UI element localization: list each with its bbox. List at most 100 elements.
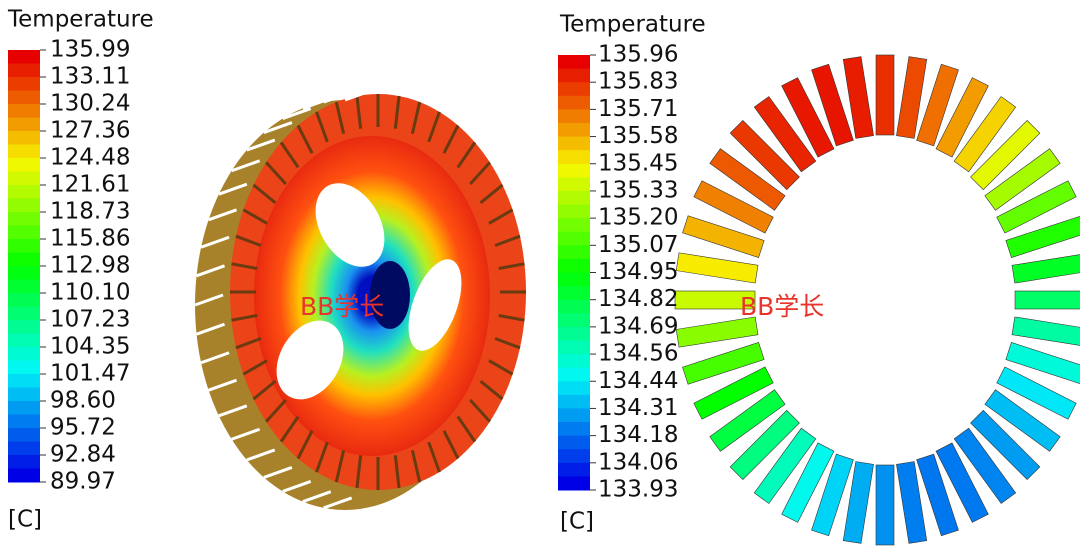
rotor-side-slot: [263, 466, 293, 479]
legend-label: 134.95: [598, 259, 678, 285]
legend-label: 134.82: [598, 286, 678, 312]
rotor-side-slot: [196, 322, 226, 336]
color-band: [558, 354, 590, 369]
stator-tooth: [935, 77, 989, 158]
color-band: [8, 468, 40, 483]
rotor-side-slot: [263, 121, 293, 134]
rotor-slot: [494, 337, 521, 350]
rotor-slot: [235, 234, 262, 247]
rotor-side-slot: [323, 496, 353, 510]
stator-tooth: [916, 63, 959, 147]
rotor-side-slot: [282, 480, 312, 493]
rotor-slot: [265, 399, 287, 423]
color-band: [8, 131, 40, 145]
stator-tooth: [953, 96, 1017, 173]
legend-label: 134.56: [598, 341, 678, 367]
rotor-slot: [488, 208, 514, 225]
legend-label: 101.47: [50, 361, 130, 387]
rotor-slot: [252, 183, 277, 204]
color-band: [8, 77, 40, 91]
color-band: [8, 158, 40, 172]
rotor-hole: [315, 183, 385, 267]
legend-label: 110.10: [50, 280, 130, 306]
color-band: [558, 122, 590, 138]
rotor-slot: [456, 141, 477, 169]
stator-tooth: [693, 180, 774, 234]
legend-label: 107.23: [50, 307, 130, 333]
rotor-side-slot: [208, 208, 238, 222]
rotor-side-slot: [323, 90, 353, 104]
stator-tooth: [970, 409, 1041, 481]
rotor-slot: [442, 124, 460, 154]
stator-tooth: [842, 56, 874, 139]
color-band: [558, 381, 590, 396]
stator-tooth: [916, 453, 959, 537]
rotor-side-slot: [231, 427, 261, 441]
color-band: [558, 95, 590, 110]
stator-tooth: [675, 252, 759, 284]
color-band: [558, 340, 590, 355]
color-band: [558, 462, 590, 477]
stator-tooth: [896, 461, 928, 544]
color-band: [8, 347, 40, 361]
color-band: [8, 198, 40, 213]
stator-tooth: [984, 148, 1061, 211]
rotor-side-slot: [282, 107, 312, 120]
rotor-side-slot: [218, 182, 248, 196]
legend-label: 133.11: [50, 64, 130, 90]
color-band: [558, 177, 590, 192]
rotor-slot: [296, 430, 314, 460]
legend-title: Temperature: [7, 7, 154, 33]
stator-tooth: [996, 366, 1077, 420]
rotor-slot: [498, 262, 525, 270]
rotor-slot: [427, 441, 441, 473]
color-band: [8, 63, 40, 78]
stator-tooth: [953, 427, 1017, 504]
stator-tooth: [709, 148, 786, 211]
rotor-slot: [315, 441, 329, 473]
color-band: [558, 55, 590, 70]
stator-tooth: [682, 215, 765, 258]
stator-tooth: [674, 290, 756, 310]
legend-label: 95.72: [50, 415, 116, 441]
color-band: [558, 136, 590, 151]
legend-label: 135.83: [598, 69, 678, 95]
stator-render: [674, 54, 1080, 546]
color-band: [8, 144, 40, 159]
color-band: [8, 50, 40, 64]
color-band: [558, 109, 590, 124]
color-band: [8, 279, 40, 294]
legend-label: 135.20: [598, 205, 678, 231]
legend-label: 127.36: [50, 118, 130, 144]
color-band: [558, 476, 590, 491]
color-band: [8, 455, 40, 469]
legend-label: 89.97: [50, 469, 116, 495]
stator-tooth: [753, 96, 817, 173]
stator-tooth: [693, 366, 774, 420]
rotor-side-slot: [194, 293, 224, 307]
rotor-slot: [488, 359, 514, 376]
rotor-slot: [315, 111, 329, 143]
rotor-slot: [393, 95, 401, 129]
legend-unit: [C]: [8, 507, 42, 533]
rotor-slot: [469, 161, 491, 185]
legend-label: 135.99: [50, 37, 130, 63]
color-band: [8, 117, 40, 132]
color-band: [8, 185, 40, 199]
color-band: [558, 190, 590, 206]
color-band: [8, 171, 40, 186]
color-band: [558, 313, 590, 328]
rotor-slot: [252, 380, 277, 401]
rotor-side-slot: [200, 351, 230, 365]
color-band: [558, 68, 590, 83]
rotor-slot: [334, 101, 346, 135]
stator-tooth: [675, 316, 759, 348]
legend-label: 135.96: [598, 42, 678, 68]
rotor-slot: [469, 399, 491, 423]
color-band: [558, 367, 590, 382]
rotor-slot: [242, 208, 268, 225]
stator-tooth: [682, 342, 765, 385]
legend-label: 134.44: [598, 368, 678, 394]
color-band: [558, 272, 590, 287]
legend-label: 135.58: [598, 123, 678, 149]
